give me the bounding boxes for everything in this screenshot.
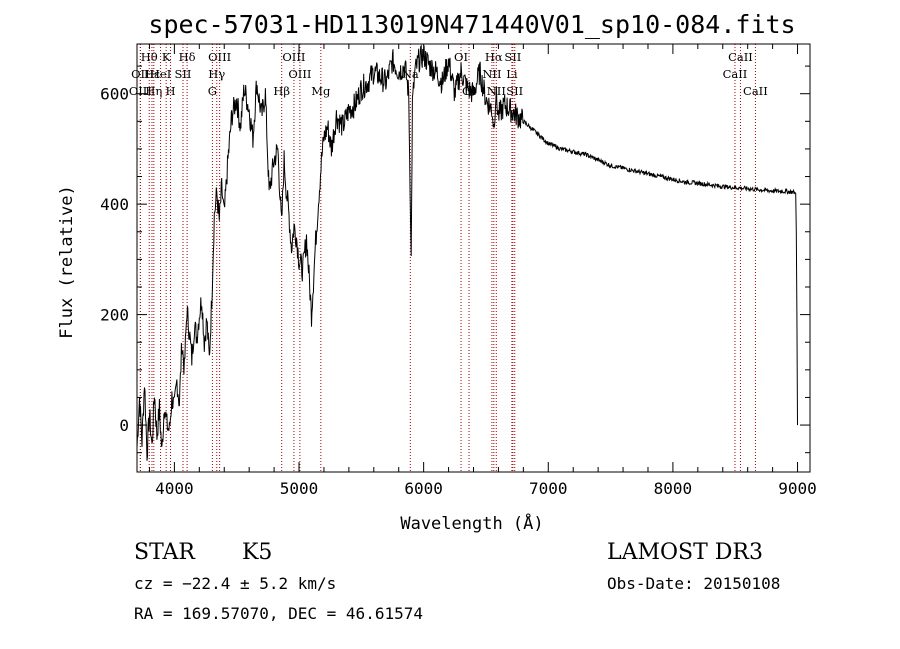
- axis-ticks: 4000 5000 6000 7000 8000 9000 0 200 400 600: [100, 44, 817, 498]
- marker-label-16: Mg: [311, 84, 331, 98]
- marker-label-10: OIII: [208, 50, 231, 64]
- marker-label-0: Hθ: [141, 50, 158, 64]
- marker-label-21: NII: [482, 67, 501, 81]
- marker-label-9: Hδ: [179, 50, 196, 64]
- marker-label-6: HeI: [150, 67, 171, 81]
- marker-label-5: K: [162, 50, 171, 64]
- x-tick-label-4: 8000: [654, 479, 693, 498]
- redshift-cz: cz = −22.4 ± 5.2 km/s: [134, 574, 337, 593]
- spectrum-line: [136, 44, 798, 461]
- marker-label-20: Hα: [485, 50, 503, 64]
- y-tick-label-0: 0: [119, 416, 129, 435]
- x-axis-label: Wavelength (Å): [400, 512, 543, 534]
- subclass: K5: [242, 540, 273, 565]
- object-class: STAR: [134, 540, 195, 565]
- x-tick-label-0: 4000: [155, 479, 194, 498]
- chart-title: spec-57031-HD113019N471440V01_sp10-084.f…: [148, 10, 795, 39]
- obs-date: Obs-Date: 20150108: [607, 574, 781, 593]
- marker-label-8: SII: [175, 67, 192, 81]
- marker-label-18: OI: [454, 50, 468, 64]
- x-tick-label-3: 7000: [529, 479, 568, 498]
- marker-label-15: OIII: [288, 67, 311, 81]
- marker-label-11: Hγ: [208, 67, 225, 81]
- coordinates: RA = 169.57070, DEC = 46.61574: [134, 604, 423, 623]
- y-tick-label-3: 600: [100, 85, 129, 104]
- x-tick-label-1: 5000: [280, 479, 319, 498]
- survey-name: LAMOST DR3: [607, 540, 763, 565]
- marker-label-13: Hβ: [273, 84, 290, 98]
- marker-label-3: Hε: [144, 67, 160, 81]
- marker-label-2: OIII: [129, 84, 152, 98]
- x-tick-label-5: 9000: [778, 479, 817, 498]
- x-tick-label-2: 6000: [404, 479, 443, 498]
- y-tick-label-1: 200: [100, 306, 129, 325]
- marker-label-25: SII: [506, 84, 523, 98]
- marker-label-7: H: [166, 84, 176, 98]
- marker-label-28: CaII: [743, 84, 768, 98]
- plot-frame: [136, 43, 811, 473]
- y-axis-label: Flux (relative): [57, 185, 77, 339]
- marker-label-14: OIII: [282, 50, 305, 64]
- marker-label-27: CaII: [723, 67, 748, 81]
- marker-label-12: G: [208, 84, 217, 98]
- marker-label-4: Hη: [145, 84, 162, 98]
- y-tick-label-2: 400: [100, 195, 129, 214]
- marker-label-23: SII: [504, 50, 521, 64]
- spectrum-chart: spec-57031-HD113019N471440V01_sp10-084.f…: [57, 10, 817, 534]
- marker-label-26: CaII: [728, 50, 753, 64]
- marker-label-24: Li: [506, 67, 518, 81]
